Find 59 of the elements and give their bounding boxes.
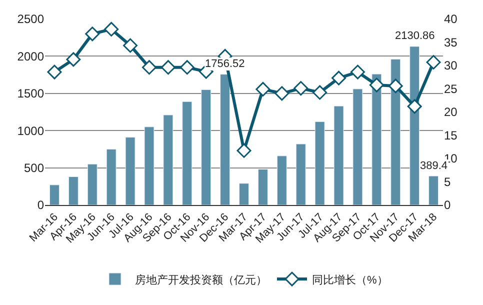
point (350, 64, 365, 80)
point (312, 85, 328, 100)
bar (334, 106, 344, 205)
bar (201, 89, 212, 205)
y-tick-label: 1000 (17, 124, 44, 138)
bar (352, 88, 363, 205)
legend-label: 房地产开发投资额（亿元） (135, 273, 267, 286)
point (236, 143, 252, 158)
data-label: 1756.52 (205, 58, 245, 70)
y2-tick-label: 15 (444, 128, 458, 142)
y-tick-label: 500 (24, 161, 44, 175)
bar (106, 148, 116, 205)
bar (68, 176, 78, 205)
point (294, 81, 308, 96)
point (407, 99, 422, 114)
point (332, 70, 346, 86)
y2-tick-label: 35 (444, 35, 458, 50)
y2-tick-label: 30 (444, 58, 458, 73)
y-tick-label: 2500 (17, 12, 44, 26)
bar (220, 74, 230, 205)
bar (239, 183, 249, 205)
y2-tick-label: 25 (444, 82, 458, 96)
data-label: 389.4 (420, 160, 448, 172)
point (142, 60, 156, 75)
y2-tick-label: 40 (444, 12, 458, 26)
legend-label: 同比增长（%） (312, 273, 388, 286)
point (426, 55, 441, 70)
bar (372, 74, 382, 205)
y2-tick-label: 0 (444, 198, 451, 212)
bar (258, 169, 268, 205)
point (66, 52, 81, 67)
bar (410, 46, 420, 205)
bar (163, 114, 174, 205)
point (104, 22, 119, 36)
bar (314, 121, 325, 205)
bar (125, 137, 136, 205)
y-tick-label: 1500 (17, 86, 44, 101)
point (47, 64, 62, 80)
point (180, 60, 194, 75)
point (256, 82, 270, 96)
bar (144, 126, 154, 205)
bar (296, 144, 306, 205)
y2-tick-label: 20 (444, 105, 458, 120)
bar (49, 184, 60, 205)
data-label: 2130.86 (395, 30, 435, 42)
bar (87, 164, 98, 205)
bar (182, 101, 192, 205)
point (369, 78, 384, 92)
bar (428, 176, 439, 205)
point (274, 86, 290, 101)
y2-tick-label: 5 (444, 174, 451, 189)
point (123, 38, 138, 53)
y-tick-label: 0 (37, 198, 44, 212)
y-tick-label: 2000 (17, 49, 44, 64)
bar (390, 58, 401, 205)
point (388, 78, 403, 94)
point (160, 60, 176, 75)
bar (276, 156, 287, 205)
point (85, 26, 100, 42)
